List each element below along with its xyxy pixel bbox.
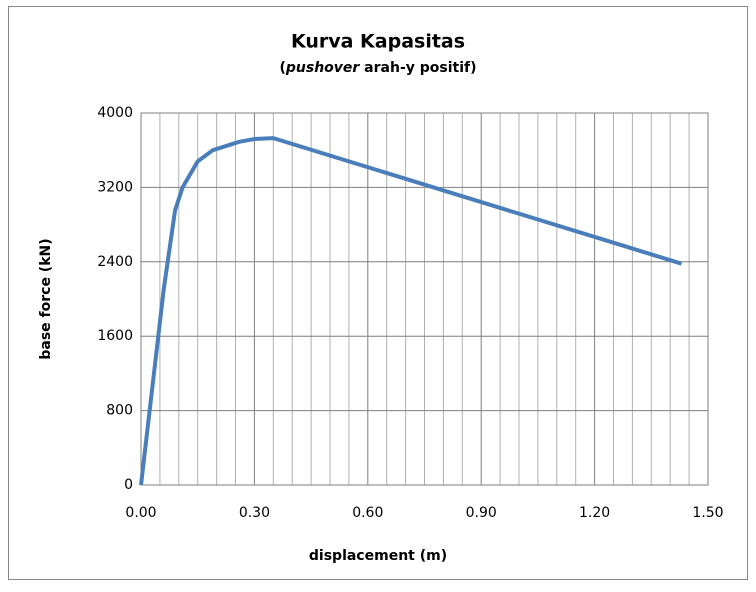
subtitle-part: arah-y positif) [359,60,476,76]
y-tick-label: 800 [106,403,133,419]
x-tick-label: 0.00 [125,505,156,521]
chart-title: Kurva Kapasitas [291,31,465,53]
y-tick-label: 1600 [97,328,133,344]
x-tick-label: 0.90 [466,505,497,521]
y-tick-label: 0 [124,477,133,493]
x-tick-label: 0.30 [239,505,270,521]
x-tick-label: 1.20 [579,505,610,521]
x-tick-label: 1.50 [692,505,723,521]
subtitle-part: ( [279,60,285,76]
data-line [139,136,683,486]
chart-subtitle: (pushover arah-y positif) [279,60,476,76]
x-axis-label: displacement (m) [309,548,447,564]
y-tick-label: 3200 [97,179,133,195]
y-tick-label: 4000 [97,105,133,121]
subtitle-part: pushover [285,60,361,76]
y-tick-label: 2400 [97,254,133,270]
x-tick-label: 0.60 [352,505,383,521]
y-axis-label: base force (kN) [38,238,54,359]
